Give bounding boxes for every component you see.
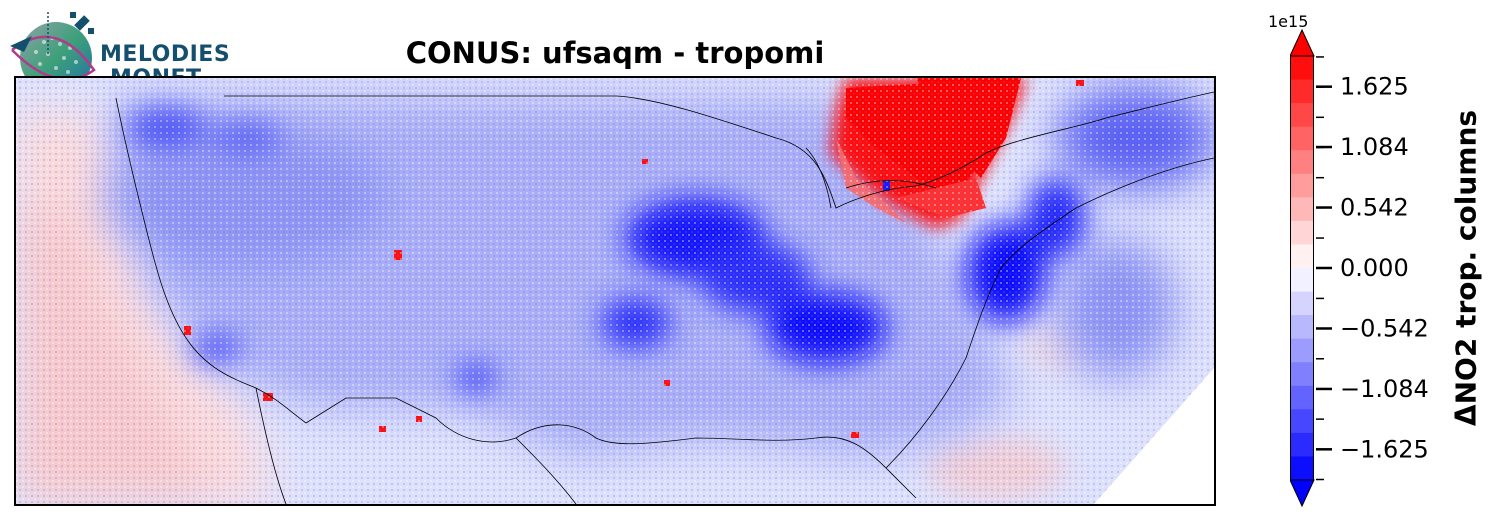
colorbar-segment xyxy=(1290,338,1314,363)
colorbar-tick-label: 1.625 xyxy=(1340,73,1409,101)
colorbar-frame xyxy=(1290,55,1314,481)
colorbar-segment xyxy=(1290,173,1314,198)
colorbar-segment xyxy=(1290,244,1314,269)
us-canada-border-east xyxy=(615,95,987,209)
lake-michigan-outline xyxy=(805,147,832,209)
colorbar-segment xyxy=(1290,315,1314,340)
colorbar-segment xyxy=(1290,291,1314,316)
lake-erie-outline xyxy=(845,180,937,189)
colorbar-segment xyxy=(1290,220,1314,245)
colorbar-segment xyxy=(1290,456,1314,481)
canada-maritime-border xyxy=(985,91,1214,154)
colorbar-segment xyxy=(1290,268,1314,293)
coastlines-borders xyxy=(115,91,1214,504)
colorbar-tick-label: −1.084 xyxy=(1340,375,1429,403)
logo-text-melodies: MELODIES xyxy=(100,42,231,67)
colorbar-tick-label: 1.084 xyxy=(1340,133,1409,161)
colorbar-label-wrap: ΔNO2 trop. columns xyxy=(1444,58,1488,478)
colorbar-segment xyxy=(1290,150,1314,175)
colorbar-segment xyxy=(1290,126,1314,151)
colorbar-segment xyxy=(1290,56,1314,81)
colorbar-segment xyxy=(1290,432,1314,457)
colorbar-segment xyxy=(1290,362,1314,387)
colorbar-segment xyxy=(1290,385,1314,410)
colorbar-tick-label: 0.000 xyxy=(1340,254,1409,282)
colorbar-tick-label: −1.625 xyxy=(1340,435,1429,463)
no-data-region xyxy=(1094,368,1214,504)
colorbar-tick-label: −0.542 xyxy=(1340,314,1429,342)
difference-map xyxy=(14,76,1216,506)
map-canvas xyxy=(16,78,1214,504)
colorbar-ticks: −1.625 −1.084 −0.542 0.000 0.542 1.084 1.625 xyxy=(1316,56,1429,481)
colorbar xyxy=(1289,28,1316,508)
chart-title: CONUS: ufsaqm - tropomi xyxy=(405,36,825,70)
mexico-border-gulf-coast xyxy=(305,397,887,469)
pacific-coastline xyxy=(115,97,307,424)
texas-rio-grande xyxy=(515,437,577,504)
colorbar-extend-min xyxy=(1289,479,1315,508)
colorbar-tick-label: 0.542 xyxy=(1340,194,1409,222)
colorbar-svg xyxy=(1289,28,1315,508)
baja-coast xyxy=(255,387,287,504)
colorbar-segment xyxy=(1290,197,1314,222)
colorbar-exponent: 1e15 xyxy=(1268,12,1309,31)
colorbar-segment xyxy=(1290,79,1314,104)
florida-coast xyxy=(885,467,917,499)
colorbar-extend-max xyxy=(1289,28,1315,57)
colorbar-label: ΔNO2 trop. columns xyxy=(1449,109,1483,427)
colorbar-segment xyxy=(1290,409,1314,434)
colorbar-segment xyxy=(1290,103,1314,128)
map-speckle-texture xyxy=(16,78,1214,504)
atlantic-coastline xyxy=(885,157,1214,469)
